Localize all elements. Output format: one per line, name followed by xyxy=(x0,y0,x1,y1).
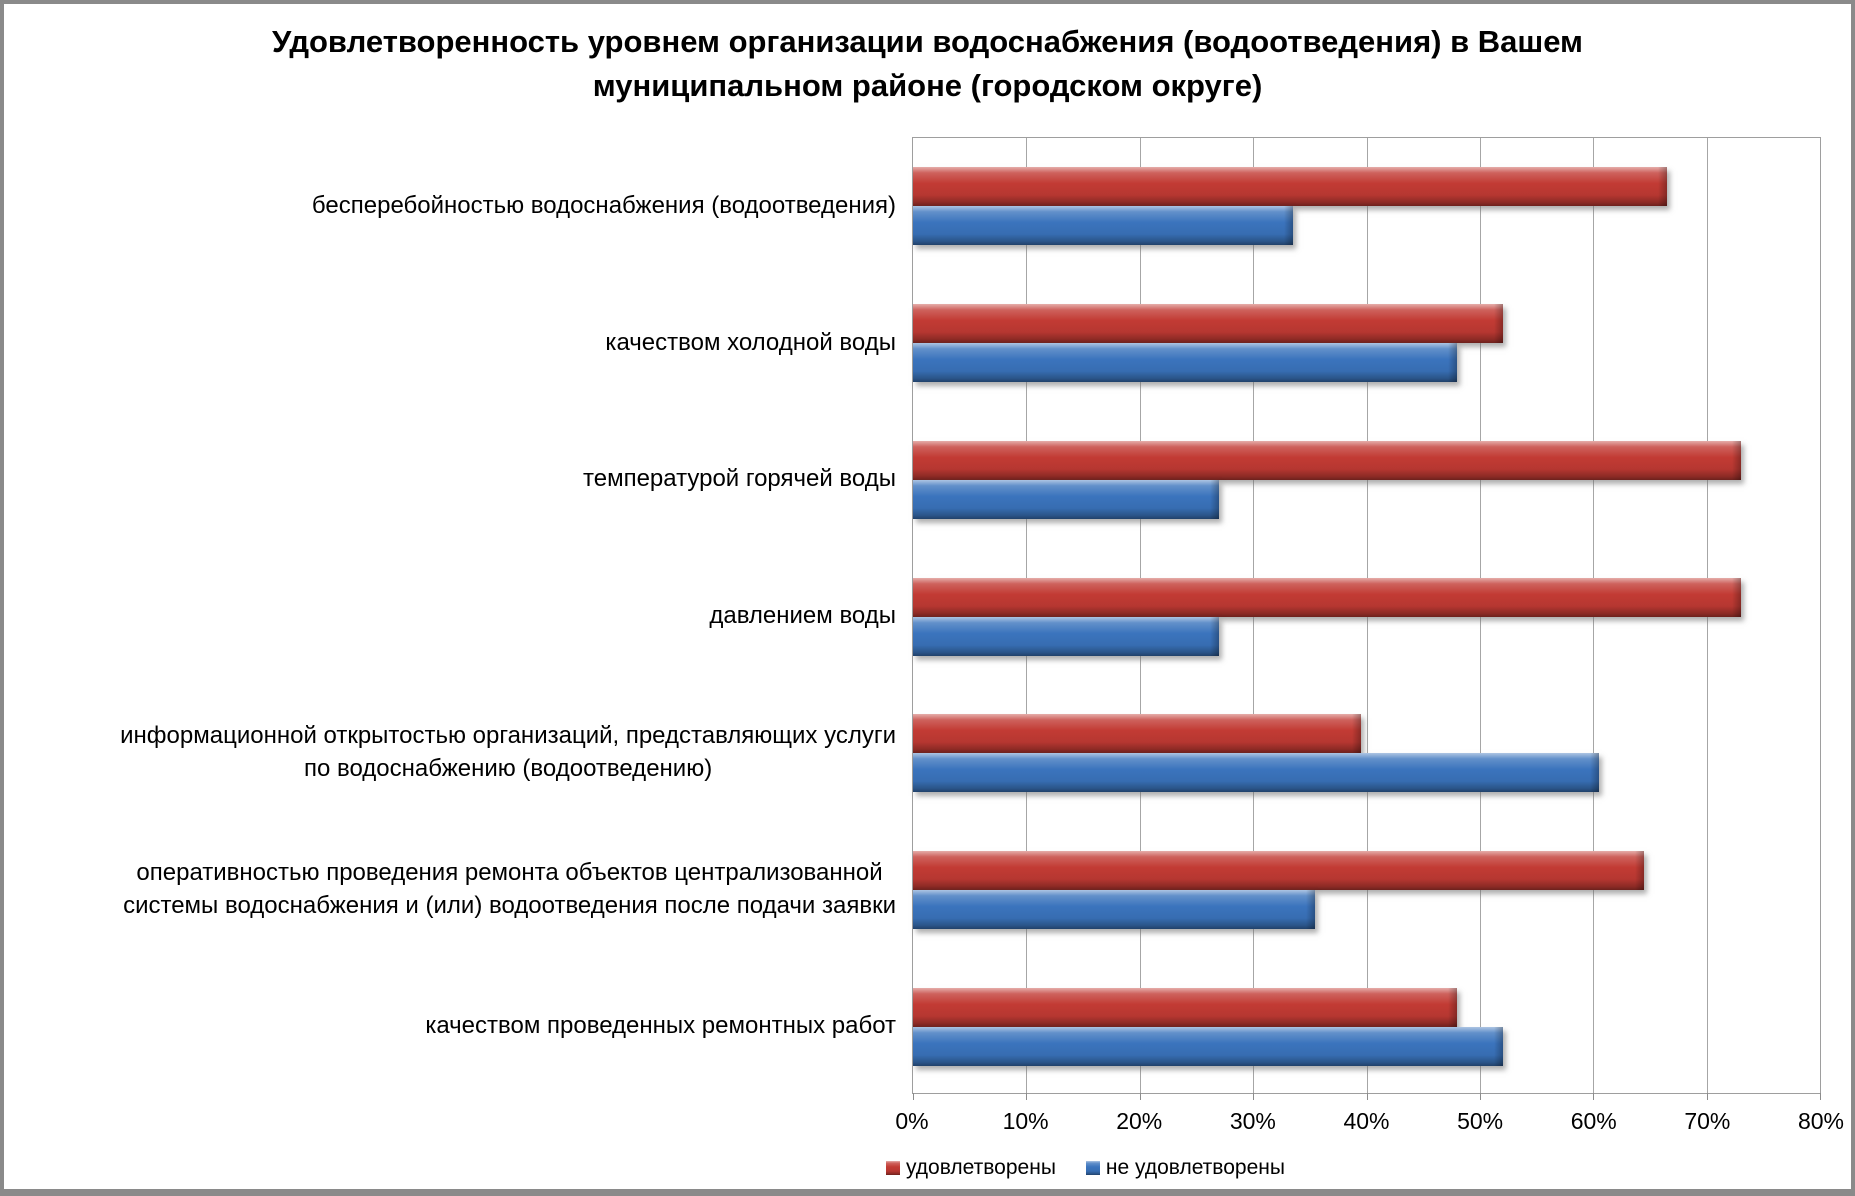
x-axis-tick-label: 20% xyxy=(1116,1108,1163,1134)
bar-dissatisfied xyxy=(913,616,1220,656)
bar-dissatisfied xyxy=(913,1026,1503,1066)
category-label-text: качеством проведенных ремонтных работ xyxy=(425,1012,896,1040)
bar-satisfied xyxy=(913,850,1645,890)
category-label: бесперебойностью водоснабжения (водоотве… xyxy=(12,137,896,274)
category-label: температурой горячей воды xyxy=(12,410,896,547)
bar-dissatisfied xyxy=(913,479,1220,519)
plot-area xyxy=(912,137,1821,1100)
category-label: информационной открытостью организаций, … xyxy=(12,684,896,821)
category-label: оперативностью проведения ремонта объект… xyxy=(12,821,896,958)
legend: удовлетворены не удовлетворены xyxy=(886,1157,1285,1178)
x-axis-tick-label: 70% xyxy=(1684,1108,1731,1134)
axis-tick xyxy=(913,1093,914,1100)
x-axis-tick-label: 80% xyxy=(1797,1108,1845,1134)
axis-tick xyxy=(1366,1093,1368,1100)
category-label: давлением воды xyxy=(12,547,896,684)
chart-title: Удовлетворенность уровнем организации во… xyxy=(271,24,1583,104)
legend-label: удовлетворены xyxy=(906,1156,1056,1179)
category-label: качеством холодной воды xyxy=(12,274,896,411)
category-label-text: оперативностью проведения ремонта объект… xyxy=(123,858,896,919)
x-axis-tick-label: 60% xyxy=(1570,1108,1617,1134)
bar-satisfied xyxy=(913,167,1667,207)
bar-satisfied xyxy=(913,577,1741,617)
category-label-text: качеством холодной воды xyxy=(605,328,896,356)
legend-item-satisfied: удовлетворены xyxy=(886,1157,1056,1178)
legend-item-dissatisfied: не удовлетворены xyxy=(1085,1156,1285,1179)
axis-tick xyxy=(1479,1093,1481,1100)
bar-satisfied xyxy=(913,304,1503,344)
x-axis-tick-label: 0% xyxy=(895,1108,929,1134)
category-label-text: информационной открытостью организаций, … xyxy=(120,722,896,783)
bar-satisfied xyxy=(913,714,1361,754)
bar-satisfied xyxy=(913,440,1741,480)
category-label-text: давлением воды xyxy=(709,601,896,629)
axis-tick xyxy=(1593,1093,1595,1100)
x-axis-tick-label: 10% xyxy=(1002,1108,1049,1134)
legend-color-swatch xyxy=(886,1160,900,1175)
axis-tick xyxy=(1820,1093,1821,1100)
axis-tick xyxy=(1706,1093,1708,1100)
bar-satisfied xyxy=(913,987,1458,1027)
legend-color-swatch xyxy=(1085,1160,1100,1175)
category-label-text: бесперебойностью водоснабжения (водоотве… xyxy=(311,191,896,219)
x-axis-tick-label: 50% xyxy=(1457,1108,1504,1134)
bar-dissatisfied xyxy=(913,343,1458,383)
bar-dissatisfied xyxy=(913,206,1293,246)
x-axis-tick-label: 40% xyxy=(1343,1108,1390,1134)
legend-label: не удовлетворены xyxy=(1105,1156,1285,1179)
category-label: качеством проведенных ремонтных работ xyxy=(12,957,896,1094)
axis-tick xyxy=(1139,1093,1141,1100)
axis-tick xyxy=(1026,1093,1028,1100)
axis-tick xyxy=(1253,1093,1255,1100)
x-axis-tick-label: 30% xyxy=(1229,1108,1276,1134)
category-label-text: температурой горячей воды xyxy=(583,465,896,493)
bar-dissatisfied xyxy=(913,753,1599,793)
bar-dissatisfied xyxy=(913,889,1316,929)
